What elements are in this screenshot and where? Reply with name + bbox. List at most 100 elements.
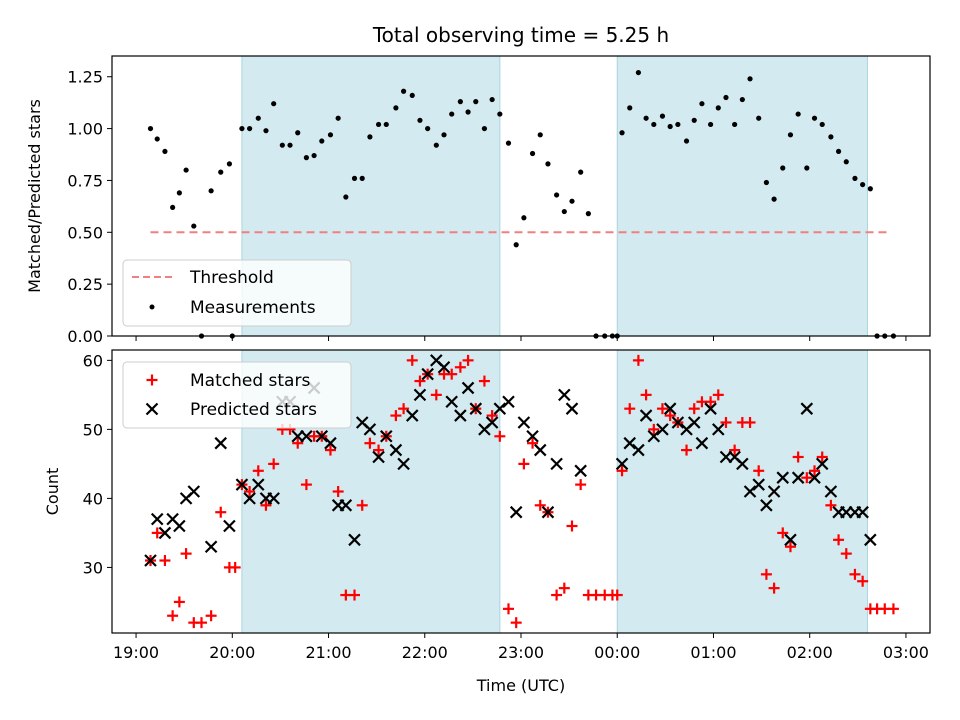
y-tick-label: 30: [83, 558, 103, 577]
matched-star-point: [173, 596, 185, 608]
measurement-point: [359, 175, 365, 181]
predicted-star-point: [204, 540, 218, 553]
matched-star-point: [833, 534, 845, 546]
matched-star-point: [215, 506, 227, 518]
predicted-star-point: [445, 395, 458, 409]
predicted-star-point: [144, 554, 157, 567]
measurement-point: [683, 138, 690, 144]
measurement-point: [723, 94, 729, 101]
bottom-legend-box: [122, 361, 352, 429]
predicted-star-point: [379, 430, 393, 443]
matched-star-point: [688, 403, 700, 415]
matched-star-point: [616, 465, 628, 477]
measurement-point: [707, 121, 714, 128]
measurement-point: [554, 192, 560, 198]
matched-star-point: [180, 548, 192, 560]
predicted-star-point: [421, 367, 434, 381]
predicted-star-point: [558, 388, 571, 402]
predicted-star-point: [574, 464, 587, 478]
measurement-point: [327, 132, 334, 138]
predicted-star-point: [187, 485, 201, 498]
matched-star-point: [398, 403, 410, 415]
predicted-star-point: [671, 416, 685, 429]
matched-star-point: [151, 527, 163, 539]
top-legend-box: [122, 259, 352, 327]
measurement-point: [162, 148, 168, 155]
matched-star-point: [777, 527, 789, 539]
x-tick-label: 23:00: [498, 643, 544, 662]
measurement-point: [183, 167, 189, 173]
predicted-star-point: [656, 423, 669, 436]
measurement-point: [425, 125, 431, 132]
measurement-point: [481, 125, 488, 132]
y-tick-label: 60: [83, 351, 103, 370]
predicted-legend-swatch: [145, 402, 159, 416]
predicted-star-point: [405, 409, 419, 422]
predicted-star-point: [223, 519, 236, 533]
matched-star-point: [705, 396, 717, 408]
measurement-point: [635, 69, 642, 76]
measurement-point: [828, 134, 834, 140]
measurement-point: [449, 111, 455, 117]
measurement-point: [367, 134, 373, 140]
measurement-point: [867, 186, 873, 192]
measurement-point: [732, 121, 738, 128]
measurement-point: [537, 132, 543, 138]
predicted-star-point: [461, 381, 475, 395]
measurement-point: [780, 165, 786, 171]
measurement-point: [521, 215, 527, 221]
predicted-star-point: [150, 512, 164, 526]
measurement-point: [756, 115, 762, 121]
matched-star-point: [510, 617, 522, 629]
predicted-star-point: [541, 505, 555, 519]
matched-star-point: [681, 444, 693, 456]
measurement-point: [311, 152, 317, 159]
measurement-point: [441, 132, 447, 138]
predicted-star-point: [687, 416, 701, 429]
top-y-axis-label: Matched/Predicted stars: [25, 99, 44, 293]
predicted-legend-marker: [145, 402, 159, 416]
predicted-star-point: [235, 478, 249, 491]
measurement-point: [417, 117, 423, 123]
matched-star-point: [332, 486, 344, 497]
measurement-point: [247, 125, 253, 132]
measurement-point: [343, 194, 349, 200]
measurement-point: [585, 211, 591, 217]
matched-star-point: [364, 437, 376, 449]
predicted-star-point: [736, 457, 749, 471]
predicted-star-point: [704, 402, 717, 415]
matched-star-point: [260, 499, 272, 511]
predicted-star-point: [300, 430, 313, 443]
x-axis-label: Time (UTC): [476, 676, 565, 695]
matched-star-point: [406, 354, 418, 366]
measurement-point: [835, 148, 842, 155]
measurements-legend-label: Measurements: [190, 298, 316, 318]
predicted-star-point: [173, 519, 186, 533]
y-tick-label: 0.50: [67, 223, 103, 242]
x-tick-label: 02:00: [787, 643, 833, 662]
matched-star-point: [430, 389, 442, 401]
measurement-point: [627, 105, 633, 111]
matched-star-point: [324, 444, 336, 456]
matched-star-point: [792, 451, 804, 463]
matched-star-point: [159, 555, 171, 567]
measurement-point: [383, 121, 389, 128]
measurement-point: [433, 142, 439, 148]
predicted-star-point: [454, 409, 467, 422]
matched-star-point: [664, 410, 676, 422]
measurement-point: [804, 165, 810, 171]
bottom-panel: 30 40 50 60 19:00 20:00 21:00 22:00 23:00 00:00 0…: [43, 349, 931, 695]
predicted-star-point: [158, 526, 172, 540]
measurement-point: [279, 142, 285, 148]
measurement-point: [843, 159, 849, 165]
matched-star-point: [268, 458, 280, 470]
matched-star-point: [720, 416, 732, 428]
measurement-point: [263, 128, 269, 134]
measurement-point: [667, 123, 673, 130]
y-tick-label: 0.25: [67, 275, 103, 294]
predicted-star-point: [517, 416, 531, 429]
predicted-star-point: [469, 402, 483, 415]
measurement-point: [497, 111, 503, 117]
matched-star-point: [648, 423, 660, 435]
